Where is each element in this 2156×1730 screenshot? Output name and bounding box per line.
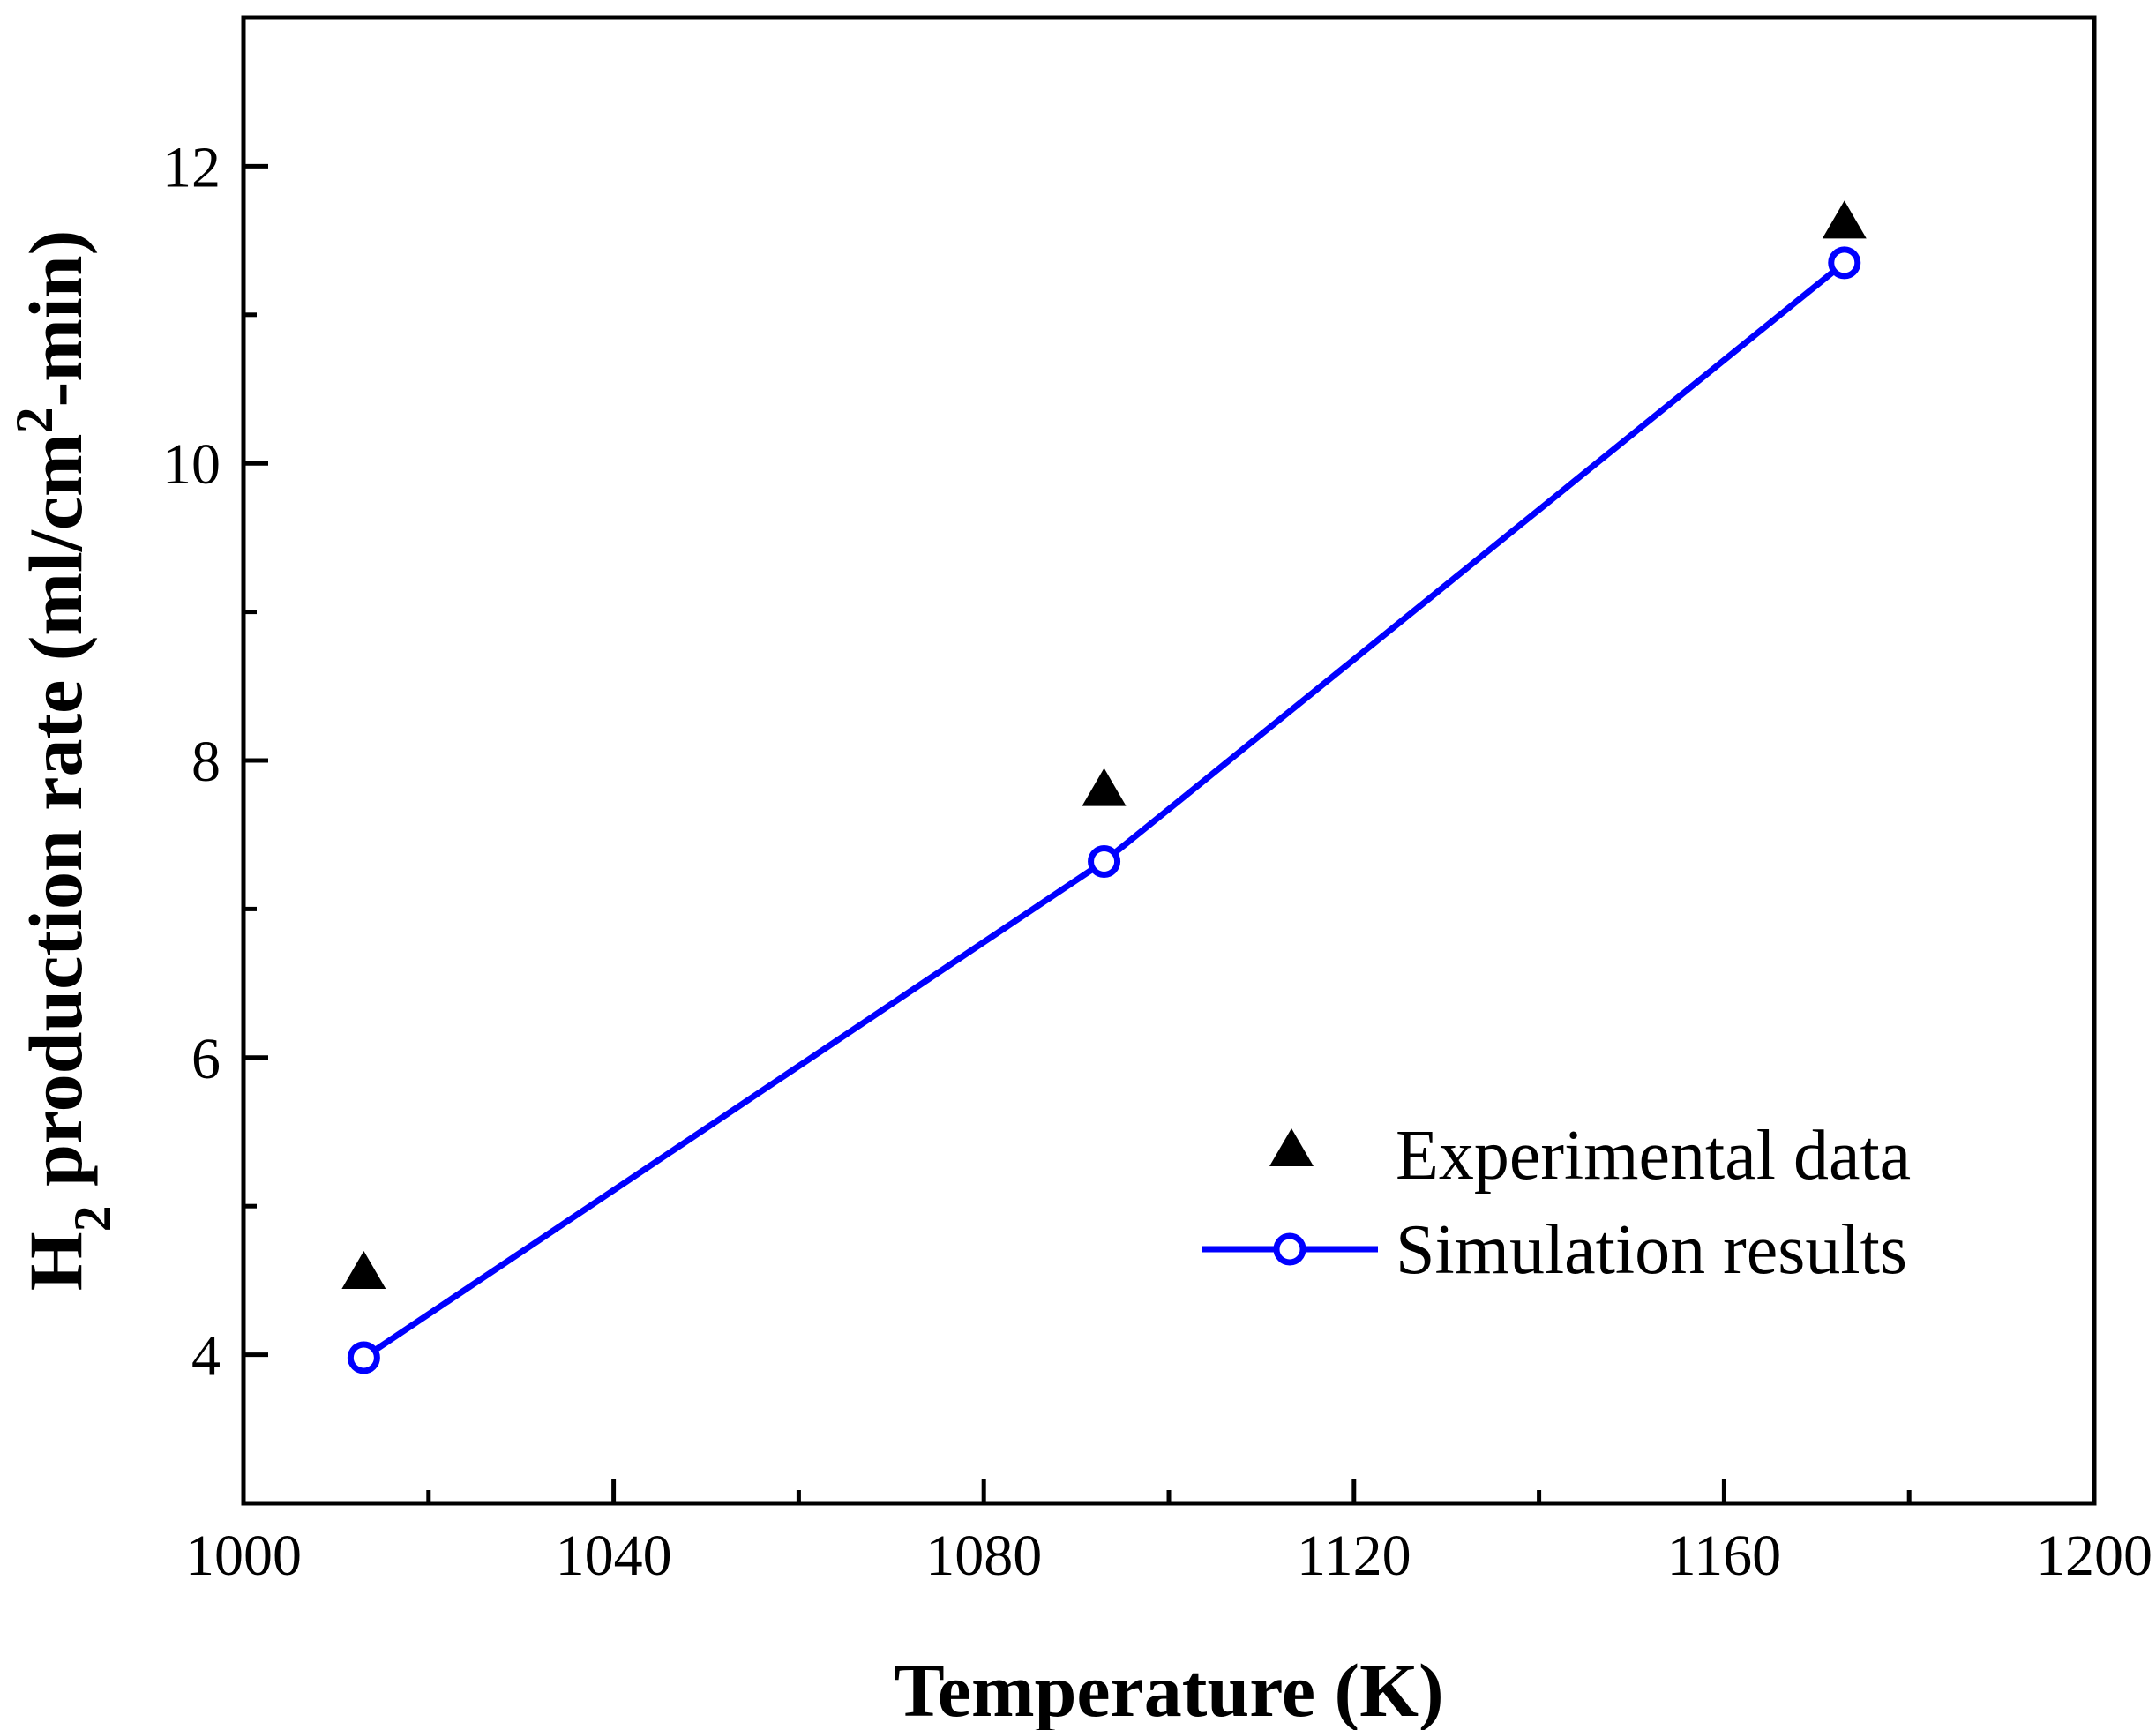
- y-tick-label: 10: [162, 432, 221, 497]
- legend-marker-simulation: [1273, 1232, 1306, 1266]
- y-tick-label: 12: [162, 135, 221, 199]
- series-layer: [341, 200, 1867, 1374]
- x-tick-label: 1160: [1667, 1524, 1782, 1588]
- x-axis-title: Temperature (K): [894, 1648, 1443, 1730]
- x-tick-label: 1200: [2036, 1524, 2152, 1588]
- experimental-point: [1082, 768, 1127, 806]
- x-axis-ticks: 1000 1040 1080 1120 1160 1200: [185, 1479, 2152, 1588]
- legend-marker-experimental: [1269, 1128, 1314, 1166]
- y-tick-label: 8: [191, 730, 221, 794]
- y-tick-label: 6: [191, 1027, 221, 1091]
- legend: Experimental data Simulation results: [1202, 1117, 1911, 1289]
- y-axis-ticks: 4 6 8 10 12: [162, 15, 268, 1506]
- x-tick-label: 1040: [556, 1524, 672, 1588]
- y-tick-label: 4: [191, 1324, 221, 1389]
- y-axis-title: H2 production rate (ml/cm2-min): [5, 230, 122, 1292]
- experimental-point: [341, 1250, 386, 1289]
- x-tick-label: 1080: [925, 1524, 1042, 1588]
- legend-label-experimental: Experimental data: [1396, 1117, 1911, 1195]
- simulation-point: [1828, 246, 1861, 280]
- x-tick-label: 1120: [1297, 1524, 1411, 1588]
- legend-label-simulation: Simulation results: [1396, 1211, 1907, 1289]
- x-tick-label: 1000: [185, 1524, 302, 1588]
- simulation-point: [347, 1341, 380, 1374]
- experimental-point: [1822, 200, 1867, 239]
- simulation-point: [1088, 845, 1121, 879]
